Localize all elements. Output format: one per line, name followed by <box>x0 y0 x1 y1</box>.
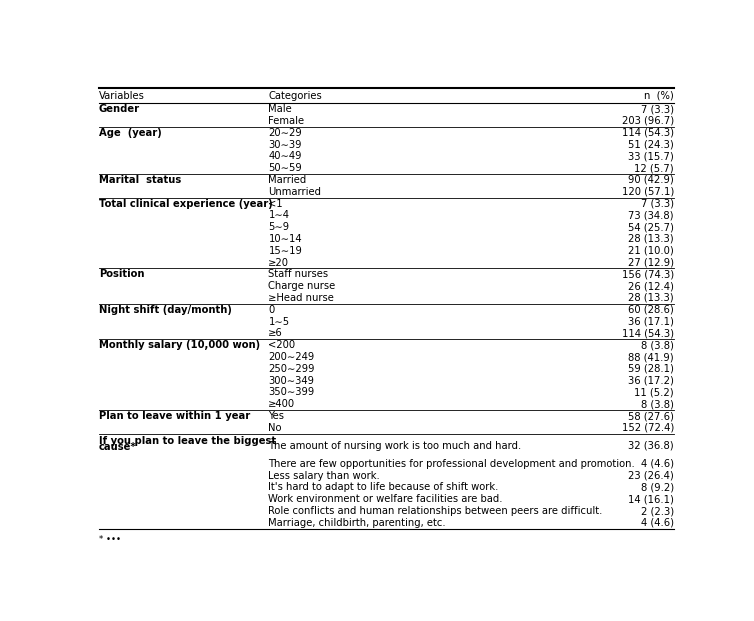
Text: 114 (54.3): 114 (54.3) <box>622 329 674 338</box>
Text: n  (%): n (%) <box>644 91 674 101</box>
Text: ≥400: ≥400 <box>268 399 296 409</box>
Text: 8 (3.8): 8 (3.8) <box>641 340 674 350</box>
Text: 60 (28.6): 60 (28.6) <box>628 305 674 315</box>
Text: 90 (42.9): 90 (42.9) <box>628 175 674 185</box>
Text: Gender: Gender <box>99 104 140 114</box>
Text: 11 (5.2): 11 (5.2) <box>634 388 674 397</box>
Text: Less salary than work.: Less salary than work. <box>268 471 380 481</box>
Text: 26 (12.4): 26 (12.4) <box>628 281 674 291</box>
Text: 120 (57.1): 120 (57.1) <box>622 187 674 197</box>
Text: 28 (13.3): 28 (13.3) <box>628 234 674 244</box>
Text: 15∼19: 15∼19 <box>268 246 302 256</box>
Text: 300∼349: 300∼349 <box>268 376 314 386</box>
Text: 10∼14: 10∼14 <box>268 234 302 244</box>
Text: It's hard to adapt to life because of shift work.: It's hard to adapt to life because of sh… <box>268 483 498 492</box>
Text: There are few opportunities for professional development and promotion.: There are few opportunities for professi… <box>268 459 635 469</box>
Text: Charge nurse: Charge nurse <box>268 281 336 291</box>
Text: 7 (3.3): 7 (3.3) <box>641 104 674 114</box>
Text: 33 (15.7): 33 (15.7) <box>628 152 674 161</box>
Text: ≥20: ≥20 <box>268 258 290 268</box>
Text: 200∼249: 200∼249 <box>268 352 314 362</box>
Text: 23 (26.4): 23 (26.4) <box>628 471 674 481</box>
Text: 4 (4.6): 4 (4.6) <box>641 518 674 528</box>
Text: Marriage, childbirth, parenting, etc.: Marriage, childbirth, parenting, etc. <box>268 518 446 528</box>
Text: Yes: Yes <box>268 411 284 421</box>
Text: Unmarried: Unmarried <box>268 187 321 197</box>
Text: Position: Position <box>99 270 145 279</box>
Text: Married: Married <box>268 175 307 185</box>
Text: 8 (9.2): 8 (9.2) <box>641 483 674 492</box>
Text: 1∼4: 1∼4 <box>268 211 290 220</box>
Text: 0: 0 <box>268 305 274 315</box>
Text: 2 (2.3): 2 (2.3) <box>641 506 674 516</box>
Text: ≥Head nurse: ≥Head nurse <box>268 293 334 303</box>
Text: 114 (54.3): 114 (54.3) <box>622 128 674 138</box>
Text: 58 (27.6): 58 (27.6) <box>628 411 674 421</box>
Text: * •••: * ••• <box>99 535 121 543</box>
Text: 14 (16.1): 14 (16.1) <box>628 494 674 504</box>
Text: 1∼5: 1∼5 <box>268 317 290 327</box>
Text: 12 (5.7): 12 (5.7) <box>634 163 674 173</box>
Text: 7 (3.3): 7 (3.3) <box>641 199 674 209</box>
Text: 350∼399: 350∼399 <box>268 388 314 397</box>
Text: 59 (28.1): 59 (28.1) <box>628 364 674 374</box>
Text: 20∼29: 20∼29 <box>268 128 302 138</box>
Text: 4 (4.6): 4 (4.6) <box>641 459 674 469</box>
Text: 5∼9: 5∼9 <box>268 222 290 232</box>
Text: 27 (12.9): 27 (12.9) <box>628 258 674 268</box>
Text: Staff nurses: Staff nurses <box>268 270 329 279</box>
Text: <200: <200 <box>268 340 296 350</box>
Text: Total clinical experience (year): Total clinical experience (year) <box>99 199 273 209</box>
Text: 36 (17.2): 36 (17.2) <box>628 376 674 386</box>
Text: Work environment or welfare facilities are bad.: Work environment or welfare facilities a… <box>268 494 503 504</box>
Text: Categories: Categories <box>268 91 322 101</box>
Text: 32 (36.8): 32 (36.8) <box>628 441 674 451</box>
Text: 51 (24.3): 51 (24.3) <box>628 140 674 150</box>
Text: 50∼59: 50∼59 <box>268 163 302 173</box>
Text: 36 (17.1): 36 (17.1) <box>628 317 674 327</box>
Text: Female: Female <box>268 116 305 126</box>
Text: Age  (year): Age (year) <box>99 128 161 138</box>
Text: 203 (96.7): 203 (96.7) <box>622 116 674 126</box>
Text: Night shift (day/month): Night shift (day/month) <box>99 305 231 315</box>
Text: Variables: Variables <box>99 91 145 101</box>
Text: Monthly salary (10,000 won): Monthly salary (10,000 won) <box>99 340 260 350</box>
Text: The amount of nursing work is too much and hard.: The amount of nursing work is too much a… <box>268 441 522 451</box>
Text: 30∼39: 30∼39 <box>268 140 302 150</box>
Text: 28 (13.3): 28 (13.3) <box>628 293 674 303</box>
Text: <1: <1 <box>268 199 283 209</box>
Text: Plan to leave within 1 year: Plan to leave within 1 year <box>99 411 250 421</box>
Text: 21 (10.0): 21 (10.0) <box>628 246 674 256</box>
Text: If you plan to leave the biggest: If you plan to leave the biggest <box>99 435 276 445</box>
Text: ≥6: ≥6 <box>268 329 284 338</box>
Text: 8 (3.8): 8 (3.8) <box>641 399 674 409</box>
Text: 88 (41.9): 88 (41.9) <box>628 352 674 362</box>
Text: 152 (72.4): 152 (72.4) <box>622 423 674 433</box>
Text: 73 (34.8): 73 (34.8) <box>628 211 674 220</box>
Text: 250∼299: 250∼299 <box>268 364 315 374</box>
Text: No: No <box>268 423 282 433</box>
Text: cause*: cause* <box>99 442 136 452</box>
Text: 156 (74.3): 156 (74.3) <box>622 270 674 279</box>
Text: Role conflicts and human relationships between peers are difficult.: Role conflicts and human relationships b… <box>268 506 602 516</box>
Text: 54 (25.7): 54 (25.7) <box>628 222 674 232</box>
Text: 40∼49: 40∼49 <box>268 152 302 161</box>
Text: Male: Male <box>268 104 292 114</box>
Text: Marital  status: Marital status <box>99 175 181 185</box>
